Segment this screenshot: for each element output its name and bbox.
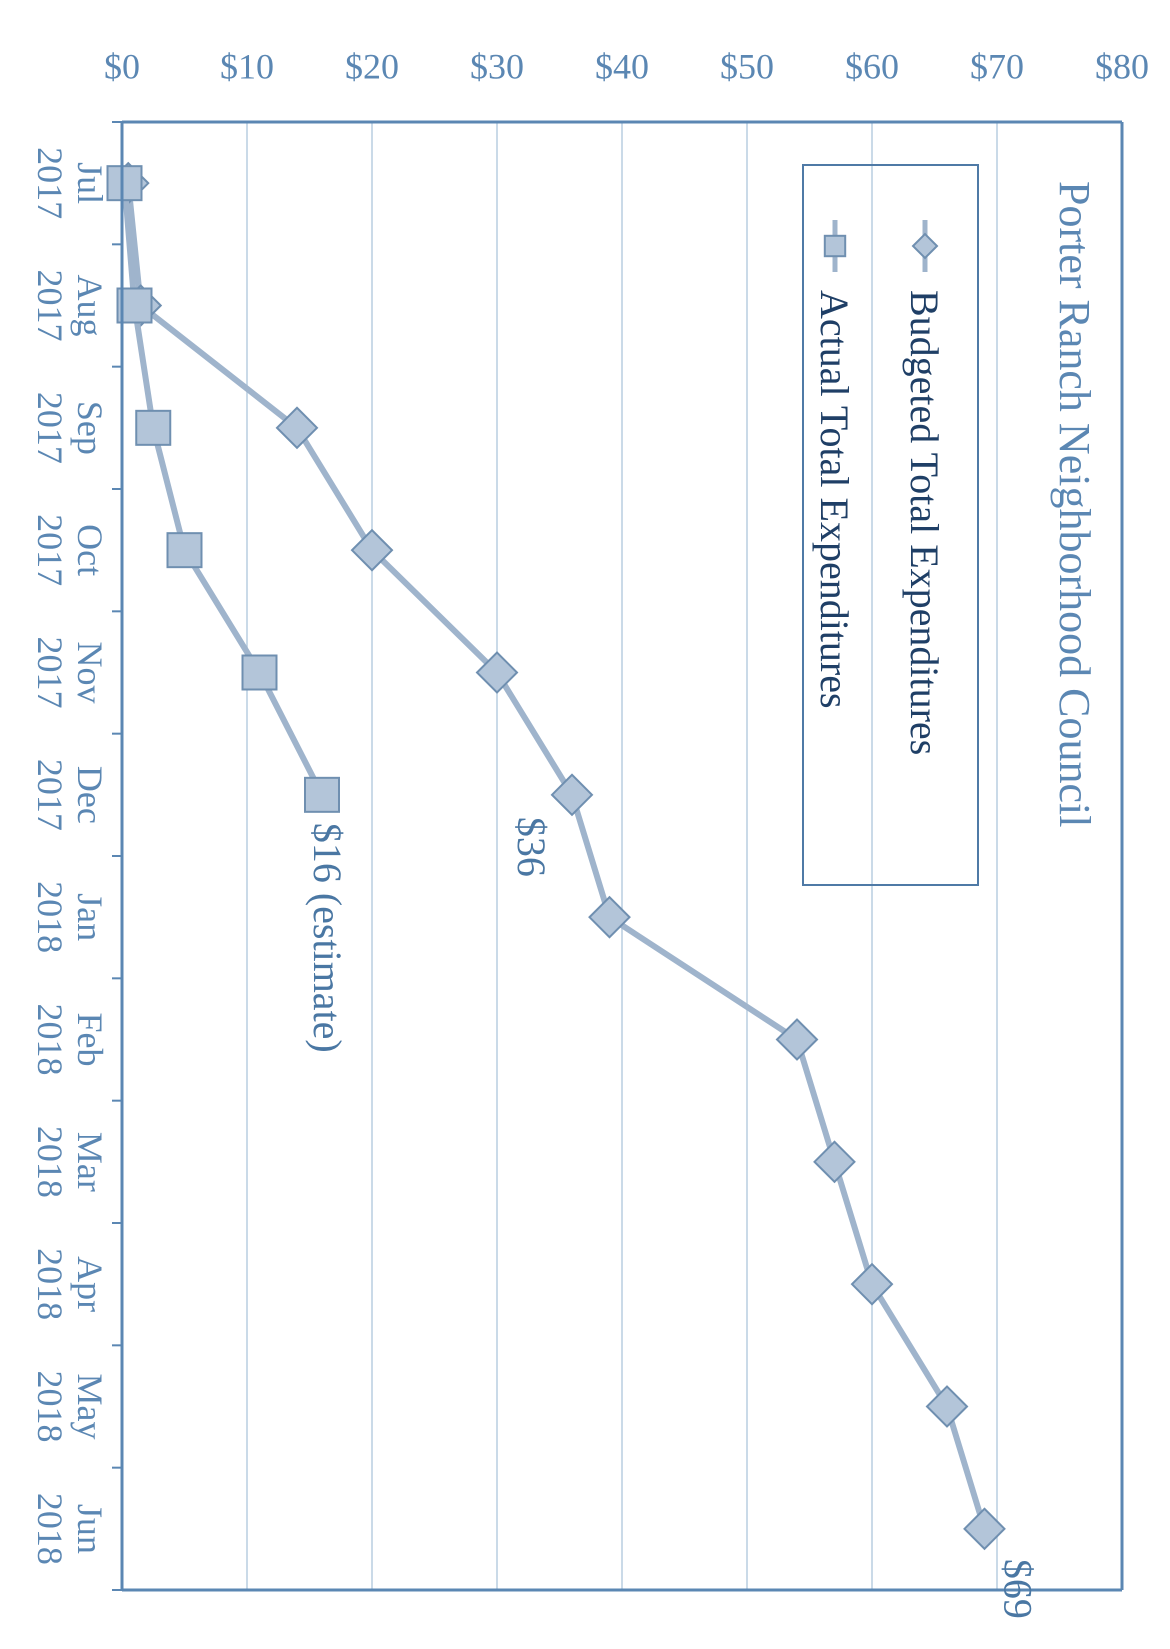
x-tick-label: Aug2017 — [30, 270, 110, 342]
diamond-marker — [775, 1018, 819, 1061]
diamond-marker — [963, 1507, 1006, 1551]
chart-title: Porter Ranch Neighborhood Council — [1050, 181, 1099, 827]
series-actual — [106, 165, 340, 813]
square-marker — [135, 409, 172, 446]
x-tick-label: Jan2018 — [30, 881, 110, 953]
series-line — [125, 182, 988, 1530]
series-budgeted — [106, 161, 1006, 1551]
data-label: $16 (estimate) — [305, 823, 350, 1053]
x-tick-label: Mar2018 — [30, 1126, 110, 1198]
legend-item: Actual Total Expenditures — [812, 220, 857, 709]
legend-label: Budgeted Total Expenditures — [902, 290, 947, 755]
x-tick-label: Jun2018 — [30, 1493, 110, 1565]
x-tick-label: Nov2017 — [30, 637, 110, 709]
data-label: $69 — [996, 1559, 1041, 1619]
diamond-marker — [813, 1140, 856, 1184]
x-tick-label: Oct2017 — [30, 514, 110, 586]
diamond-marker — [475, 651, 519, 694]
diamond-marker — [350, 528, 394, 572]
y-tick-label: $40 — [595, 46, 649, 86]
x-tick-label: Apr2018 — [30, 1248, 110, 1320]
square-marker — [116, 287, 153, 324]
y-tick-label: $10 — [220, 46, 274, 86]
x-tick-label: Feb2018 — [30, 1004, 110, 1076]
y-tick-label: $60 — [845, 46, 899, 86]
legend-item: Budgeted Total Expenditures — [902, 220, 947, 755]
x-tick-label: May2018 — [30, 1371, 110, 1443]
diamond-marker — [588, 895, 631, 939]
square-marker — [106, 165, 143, 202]
diamond-marker — [550, 773, 594, 817]
series-line — [121, 182, 325, 797]
y-tick-label: $80 — [1095, 46, 1149, 86]
y-tick-label: $50 — [720, 46, 774, 86]
diamond-marker — [850, 1262, 894, 1306]
y-tick-label: $30 — [470, 46, 524, 86]
x-tick-label: Dec2017 — [30, 759, 110, 831]
x-tick-label: Sep2017 — [30, 392, 110, 464]
y-tick-label: $70 — [970, 46, 1024, 86]
diamond-marker — [275, 406, 319, 450]
square-marker — [166, 532, 203, 569]
diamond-marker — [925, 1385, 969, 1428]
legend-square-marker — [823, 234, 847, 258]
legend-label: Actual Total Expenditures — [812, 290, 857, 709]
legend: Budgeted Total Expenditures Actual Total … — [802, 164, 979, 886]
legend-box — [802, 164, 979, 886]
data-label: $36 — [509, 817, 554, 877]
y-tick-label: $20 — [345, 46, 399, 86]
square-marker — [241, 654, 278, 691]
y-tick-label: $0 — [104, 46, 140, 86]
x-tick-label: Jul2017 — [30, 147, 110, 219]
square-marker — [304, 776, 340, 813]
legend-diamond-marker — [911, 232, 939, 260]
